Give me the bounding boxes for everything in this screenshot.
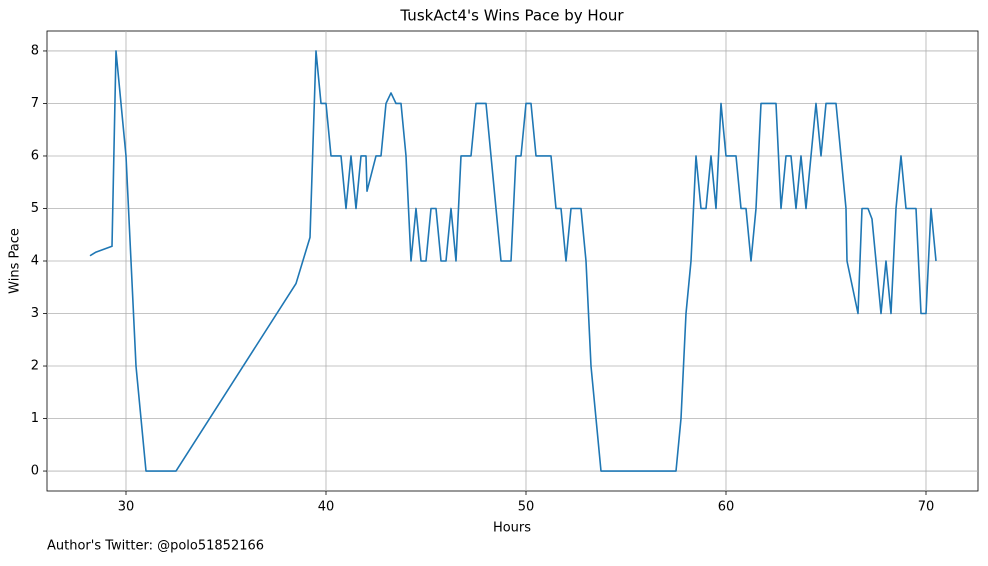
y-tick-label: 7 <box>31 96 39 111</box>
x-tick-label: 40 <box>318 500 335 515</box>
y-tick-label: 2 <box>31 359 39 374</box>
y-tick-label: 0 <box>31 464 39 479</box>
chart-title: TuskAct4's Wins Pace by Hour <box>399 7 624 25</box>
x-axis-label: Hours <box>493 521 531 536</box>
annotation: Author's Twitter: @polo51852166 <box>47 539 264 554</box>
y-tick-label: 6 <box>31 148 39 163</box>
x-tick-label: 60 <box>718 500 735 515</box>
x-tick-label: 70 <box>918 500 935 515</box>
y-tick-label: 3 <box>31 306 39 321</box>
y-tick-label: 4 <box>31 254 39 269</box>
data-line <box>89 50 937 472</box>
y-tick-label: 5 <box>31 201 39 216</box>
y-tick-label: 1 <box>31 411 39 426</box>
x-tick-label: 30 <box>118 500 135 515</box>
y-axis-label: Wins Pace <box>8 228 23 294</box>
y-tick-label: 8 <box>31 43 39 58</box>
x-tick-label: 50 <box>518 500 535 515</box>
